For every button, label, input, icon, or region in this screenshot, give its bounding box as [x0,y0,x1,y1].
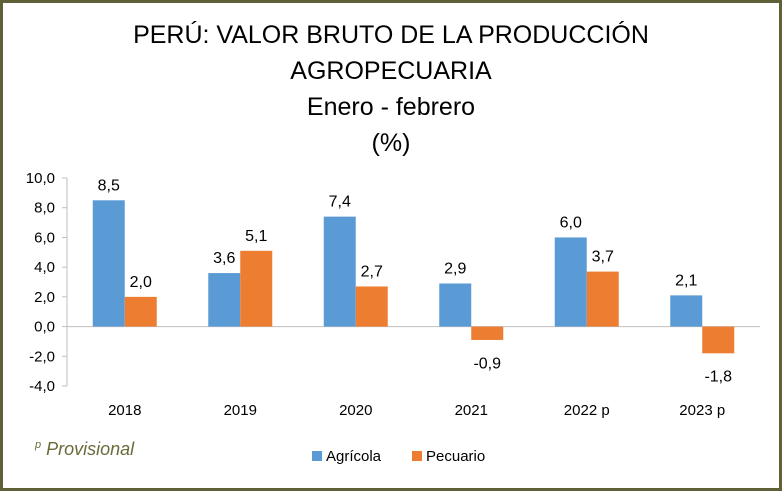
data-label: 6,0 [560,214,582,231]
y-tick-label: 10,0 [26,170,55,187]
legend-swatch-1 [412,451,422,461]
bar-chart: 10,0 8,0 6,0 4,0 2,0 0,0 -2,0 -4,0 2018 8,5 2,0 201… [26,170,760,465]
title-line-1: PERÚ: VALOR BRUTO DE LA PRODUCCIÓN [133,21,649,49]
data-label: 3,7 [592,249,614,266]
data-label: -0,9 [473,356,501,373]
bar-agrícola [670,295,703,327]
y-tick-label: 6,0 [34,229,55,246]
legend-label: Pecuario [426,448,485,465]
bar-pecuario [471,326,504,340]
data-label: 5,1 [245,228,267,245]
bar-agrícola [323,216,356,327]
title-line-2: AGROPECUARIA [290,57,492,85]
x-tick-label: 2019 [224,402,257,419]
y-tick-label: 4,0 [34,259,55,276]
footnote: p Provisional [35,439,134,460]
data-label: -1,8 [704,368,732,385]
bar-agrícola [554,237,587,327]
legend-swatch-0 [312,451,322,461]
data-label: 2,9 [444,260,466,277]
y-tick-label: -2,0 [29,348,55,365]
footnote-text: Provisional [46,439,135,459]
data-label: 7,4 [329,194,351,211]
data-label: 8,5 [98,177,120,194]
bar-agrícola [208,273,241,327]
bar-pecuario [124,296,157,327]
bar-pecuario [586,271,619,327]
x-tick-label: 2023 p [679,402,725,419]
data-label: 2,1 [675,272,697,289]
title-line-3: Enero - febrero [306,93,476,121]
bar-pecuario [240,250,273,327]
x-tick-label: 2020 [339,402,372,419]
x-tick-label: 2021 [455,402,488,419]
y-tick-label: 0,0 [34,319,55,336]
x-tick-label: 2022 p [564,402,610,419]
chart-title: PERÚ: VALOR BRUTO DE LA PRODUCCIÓN AGROP… [3,17,779,161]
x-tick-label: 2018 [108,402,141,419]
data-label: 2,7 [361,263,383,280]
bar-pecuario [702,326,735,354]
legend-label: Agrícola [326,448,382,465]
footnote-sup: p [35,439,42,451]
y-tick-label: 2,0 [34,289,55,306]
title-line-4: (%) [371,129,411,157]
y-tick-label: 8,0 [34,200,55,217]
bar-agrícola [92,200,125,327]
data-label: 2,0 [130,274,152,291]
bar-pecuario [355,286,388,327]
data-label: 3,6 [213,250,235,267]
bar-agrícola [439,283,472,327]
y-tick-label: -4,0 [29,378,55,395]
